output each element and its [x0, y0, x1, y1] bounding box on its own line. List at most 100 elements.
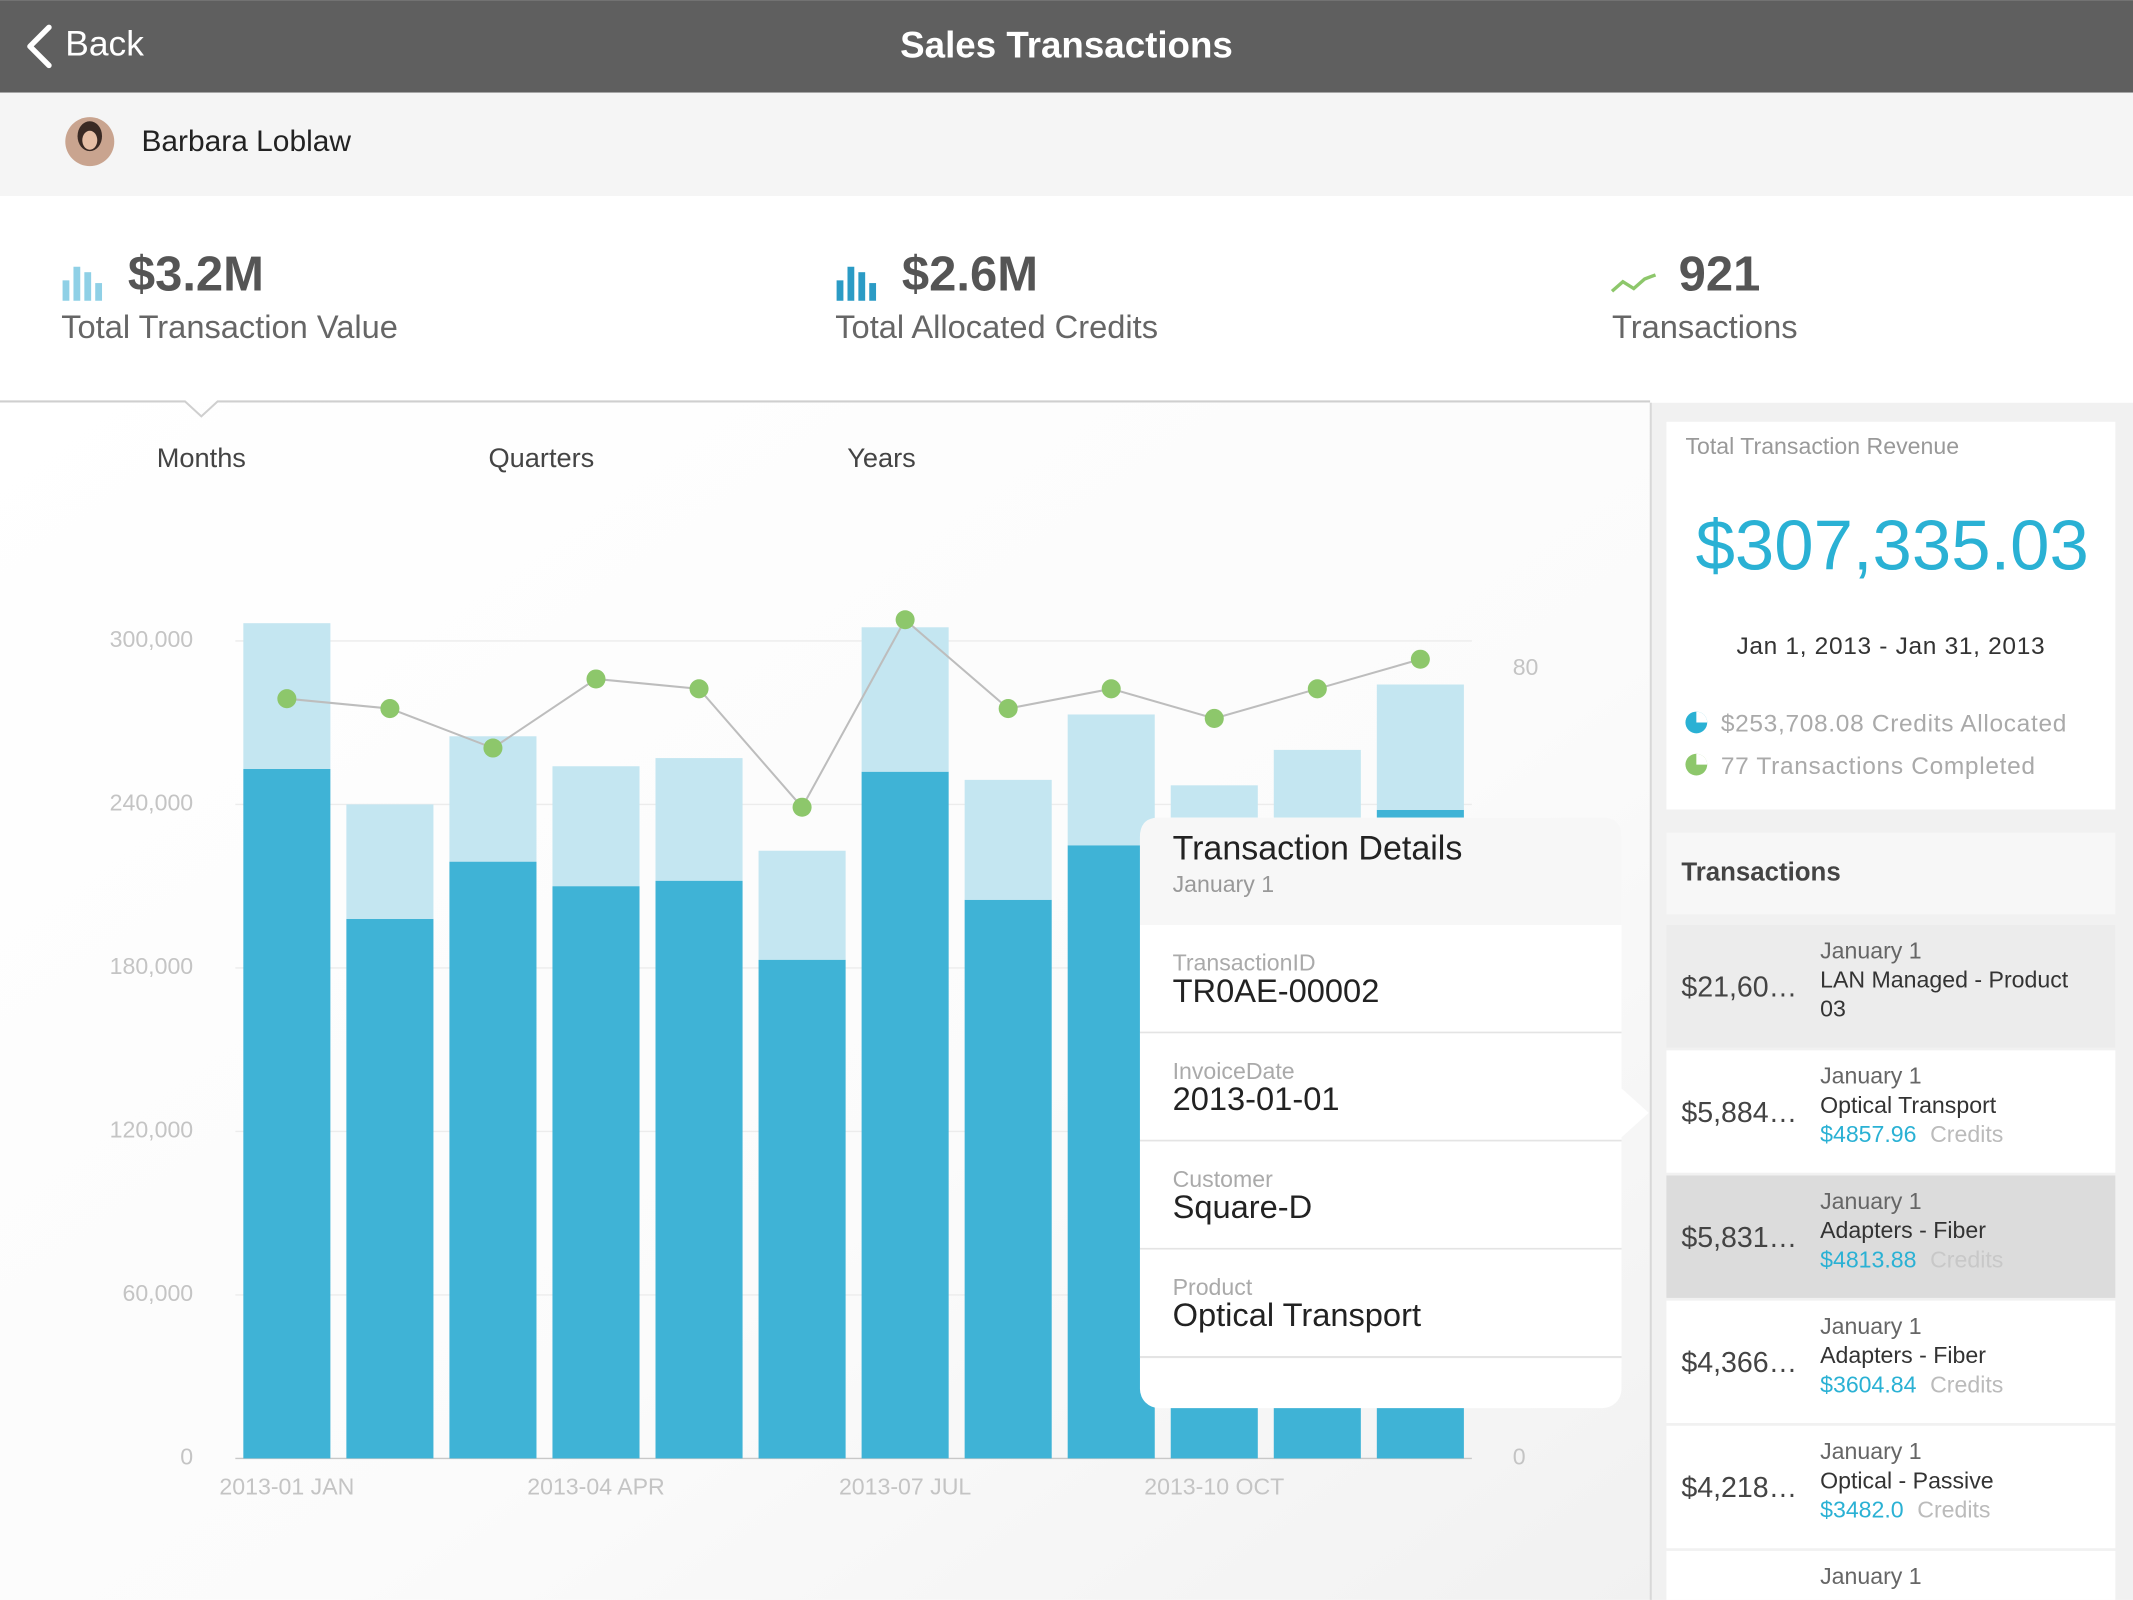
- line-point: [1101, 679, 1121, 699]
- x-tick-label: 2013-04 APR: [527, 1473, 664, 1499]
- transaction-product: LAN Managed - Product 03: [1820, 967, 2069, 1022]
- transaction-product-box: LAN Managed - Product 03: [1820, 967, 2069, 1022]
- field-label: InvoiceDate: [1173, 1058, 1295, 1084]
- summary-item: $253,708.08 Credits Allocated: [1721, 711, 2067, 738]
- bar-segment: [655, 880, 743, 1459]
- line-point: [1410, 649, 1430, 669]
- x-tick-label: 2013-01 JAN: [219, 1473, 354, 1499]
- transaction-credits: $4813.88: [1820, 1246, 1916, 1272]
- transaction-date: January 1: [1820, 1438, 1921, 1464]
- kpi-label: Total Transaction Value: [61, 308, 398, 345]
- divider: [0, 400, 1651, 418]
- transactions-title: Transactions: [1681, 858, 1840, 886]
- field-value: 2013-01-01: [1173, 1080, 1340, 1117]
- kpi-icon-2: [836, 266, 877, 301]
- tooltip-title: Transaction Details: [1173, 829, 1463, 867]
- tooltip: Transaction Details January 1 Transactio…: [1139, 817, 1649, 1409]
- user-name: Barbara Loblaw: [141, 125, 351, 158]
- summary-range: Jan 1, 2013 - Jan 31, 2013: [1736, 633, 2045, 660]
- tab[interactable]: Years: [847, 442, 916, 473]
- pie-icon-slice: [1696, 711, 1708, 723]
- transaction-row[interactable]: [1666, 1175, 2116, 1298]
- transactions-header: [1666, 832, 2116, 915]
- line-point: [689, 679, 709, 699]
- transaction-row[interactable]: [1666, 925, 2116, 1048]
- transaction-credits: $3482.0: [1820, 1497, 1904, 1523]
- tooltip-arrow: [1621, 1088, 1649, 1138]
- transaction-product: Adapters - Fiber: [1820, 1342, 1986, 1369]
- field-label: TransactionID: [1173, 950, 1316, 976]
- transaction-product-box: Adapters - Fiber: [1820, 1217, 1986, 1244]
- kpi-value: $2.6M: [902, 248, 1038, 302]
- y-tick-label: 300,000: [110, 626, 194, 652]
- line-point: [586, 669, 606, 689]
- transaction-product: Adapters - Fiber: [1820, 1217, 1986, 1244]
- transactions-list: $21,60… January 1 LAN Managed - Product 03…: [1666, 925, 2116, 1600]
- kpi-icon-1: [62, 266, 103, 301]
- line-point: [998, 699, 1018, 719]
- tab[interactable]: Months: [157, 442, 246, 473]
- tab[interactable]: Quarters: [489, 442, 595, 473]
- kpi-icon-3: [1610, 273, 1657, 293]
- tooltip-field: [1139, 925, 1622, 1032]
- transaction-product-box: Optical - Passive: [1820, 1468, 1994, 1494]
- back-button[interactable]: Back: [65, 25, 144, 64]
- x-tick-label: 2013-10 OCT: [1144, 1473, 1284, 1499]
- transaction-credits: $4857.96: [1820, 1121, 1916, 1147]
- kpi-value: 921: [1679, 248, 1761, 302]
- bar-segment: [243, 768, 331, 1459]
- transaction-date: January 1: [1820, 937, 1921, 963]
- y2-tick-label: 80: [1513, 654, 1539, 680]
- transaction-row[interactable]: [1666, 1425, 2116, 1549]
- credits-label: Credits: [1930, 1121, 2003, 1147]
- kpi-area: [0, 196, 2133, 402]
- bar-segment: [861, 627, 949, 772]
- summary-card: [1666, 421, 2116, 810]
- y-tick-label: 240,000: [110, 790, 194, 816]
- transaction-amount: $4,218…: [1681, 1472, 1797, 1504]
- transaction-product: Optical Transport: [1820, 1092, 1997, 1119]
- transaction-amount: $5,831…: [1681, 1222, 1797, 1254]
- transaction-product-box: Adapters - Fiber: [1820, 1342, 1986, 1369]
- bar-segment: [346, 918, 434, 1459]
- avatar-face: [82, 130, 98, 150]
- tooltip-field: [1139, 1249, 1622, 1356]
- bar-segment: [964, 899, 1052, 1459]
- field-label: Customer: [1173, 1166, 1273, 1192]
- bar-segment: [758, 850, 846, 960]
- transaction-row[interactable]: [1666, 1300, 2116, 1424]
- y-tick-label: 60,000: [122, 1280, 193, 1306]
- transaction-date: January 1: [1820, 1063, 1921, 1089]
- tooltip-header: [1139, 817, 1622, 926]
- line-point: [277, 689, 297, 709]
- line-point: [380, 699, 400, 719]
- pie-icon-slice: [1696, 753, 1708, 765]
- y-tick-label: 0: [180, 1444, 193, 1470]
- field-label: Product: [1173, 1274, 1253, 1300]
- credits-label: Credits: [1930, 1371, 2003, 1397]
- bar-segment: [655, 758, 743, 881]
- summary-value: $307,335.03: [1696, 506, 2089, 585]
- bar-segment: [346, 804, 434, 919]
- transaction-date: January 1: [1820, 1188, 1921, 1214]
- bar-segment: [1067, 714, 1155, 846]
- transaction-row[interactable]: [1666, 1050, 2116, 1173]
- kpi-label: Transactions: [1612, 308, 1798, 345]
- tooltip-subtitle: January 1: [1173, 871, 1275, 897]
- bar-segment: [552, 886, 640, 1459]
- y-tick-label: 120,000: [110, 1117, 194, 1143]
- transaction-amount: $21,60…: [1681, 972, 1797, 1004]
- credits-label: Credits: [1930, 1246, 2003, 1272]
- bar-segment: [552, 766, 640, 887]
- transaction-date: January 1: [1820, 1313, 1921, 1339]
- line-point: [1307, 679, 1327, 699]
- field-value: TR0AE-00002: [1173, 972, 1380, 1009]
- transaction-amount: $5,884…: [1681, 1097, 1797, 1129]
- field-value: Square-D: [1173, 1188, 1313, 1225]
- back-icon[interactable]: [27, 24, 52, 69]
- bar-segment: [1376, 684, 1464, 810]
- transaction-amount: $4,366…: [1681, 1347, 1797, 1379]
- transaction-row[interactable]: [1666, 1550, 2116, 1600]
